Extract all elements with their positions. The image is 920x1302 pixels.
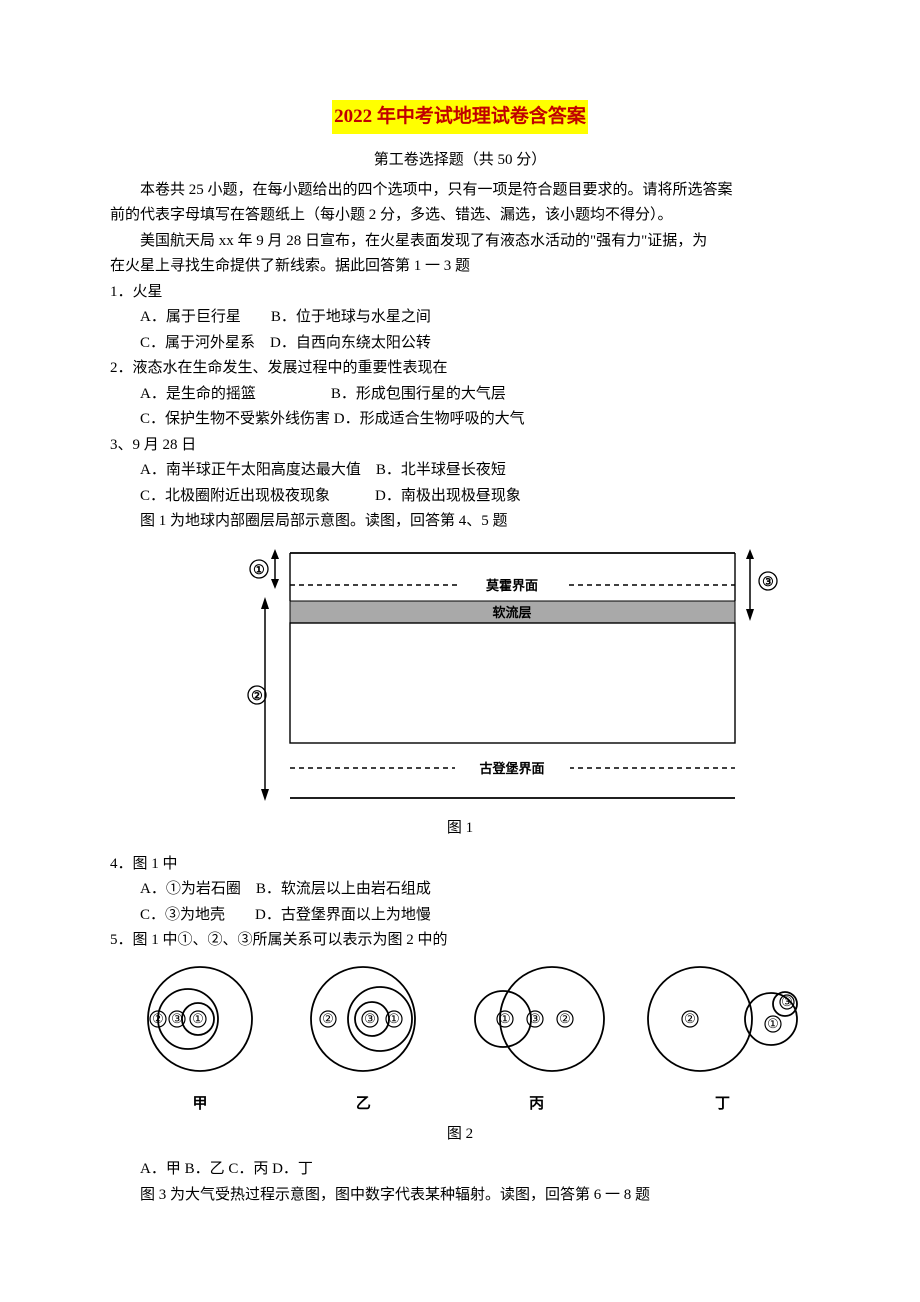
- passage1-line-1: 美国航天局 xx 年 9 月 28 日宣布，在火星表面发现了有液态水活动的"强有…: [110, 229, 810, 255]
- fig2-caption: 图 2: [110, 1122, 810, 1148]
- svg-text:③: ③: [781, 994, 793, 1009]
- q3-stem: 3、9 月 28 日: [110, 433, 810, 459]
- svg-text:②: ②: [559, 1011, 571, 1026]
- svg-text:③: ③: [529, 1011, 541, 1026]
- fig1-label-2: ②: [251, 688, 263, 703]
- svg-text:②: ②: [684, 1011, 696, 1026]
- venn-label-a: 甲: [130, 1092, 270, 1118]
- svg-text:③: ③: [171, 1011, 183, 1026]
- q3-options-cd: C．北极圈附近出现极夜现象 D．南极出现极昼现象: [110, 484, 810, 510]
- fig1-caption: 图 1: [110, 816, 810, 842]
- fig1-gutenberg: 古登堡界面: [479, 761, 544, 776]
- venn-label-d: 丁: [635, 1092, 810, 1118]
- figure-2: ② ③ ① 甲 ② ③ ① 乙 ① ③: [130, 962, 810, 1118]
- svg-text:①: ①: [389, 1011, 401, 1026]
- svg-text:②: ②: [323, 1011, 335, 1026]
- q4-options-cd: C．③为地壳 D．古登堡界面以上为地慢: [110, 903, 810, 929]
- figure-1: ① ② ③ 莫霍界面 软流层 古登堡界面: [230, 543, 810, 813]
- q1-options-cd: C．属于河外星系 D．自西向东绕太阳公转: [110, 331, 810, 357]
- fig3-intro: 图 3 为大气受热过程示意图，图中数字代表某种辐射。读图，回答第 6 一 8 题: [110, 1183, 810, 1209]
- q2-options-ab: A．是生命的摇篮 B．形成包围行星的大气层: [110, 382, 810, 408]
- q2-stem: 2．液态水在生命发生、发展过程中的重要性表现在: [110, 356, 810, 382]
- svg-text:③: ③: [365, 1011, 377, 1026]
- fig1-label-3: ③: [762, 574, 774, 589]
- fig1-asth: 软流层: [492, 605, 531, 620]
- fig1-moho: 莫霍界面: [485, 578, 538, 593]
- q2-options-cd: C．保护生物不受紫外线伤害 D．形成适合生物呼吸的大气: [110, 407, 810, 433]
- q4-options-ab: A．①为岩石圈 B．软流层以上由岩石组成: [110, 877, 810, 903]
- svg-text:②: ②: [152, 1011, 164, 1026]
- section-subtitle: 第工卷选择题（共 50 分）: [110, 148, 810, 174]
- fig1-label-1: ①: [253, 562, 265, 577]
- q4-stem: 4．图 1 中: [110, 852, 810, 878]
- q5-options: A．甲 B．乙 C．丙 D．丁: [110, 1157, 810, 1183]
- venn-label-c: 丙: [457, 1092, 617, 1118]
- intro-line-2: 前的代表字母填写在答题纸上（每小题 2 分，多选、错选、漏选，该小题均不得分）。: [110, 203, 810, 229]
- exam-title: 2022 年中考试地理试卷含答案: [332, 100, 588, 134]
- q1-stem: 1．火星: [110, 280, 810, 306]
- svg-text:①: ①: [767, 1016, 779, 1031]
- venn-label-b: 乙: [288, 1092, 438, 1118]
- q1-options-ab: A．属于巨行星 B．位于地球与水星之间: [110, 305, 810, 331]
- passage1-line-2: 在火星上寻找生命提供了新线索。据此回答第 1 一 3 题: [110, 254, 810, 280]
- svg-text:①: ①: [499, 1011, 511, 1026]
- intro-line-1: 本卷共 25 小题，在每小题给出的四个选项中，只有一项是符合题目要求的。请将所选…: [110, 178, 810, 204]
- q3-options-ab: A．南半球正午太阳高度达最大值 B．北半球昼长夜短: [110, 458, 810, 484]
- fig1-intro: 图 1 为地球内部圈层局部示意图。读图，回答第 4、5 题: [110, 509, 810, 535]
- q5-stem: 5．图 1 中①、②、③所属关系可以表示为图 2 中的: [110, 928, 810, 954]
- svg-text:①: ①: [192, 1011, 204, 1026]
